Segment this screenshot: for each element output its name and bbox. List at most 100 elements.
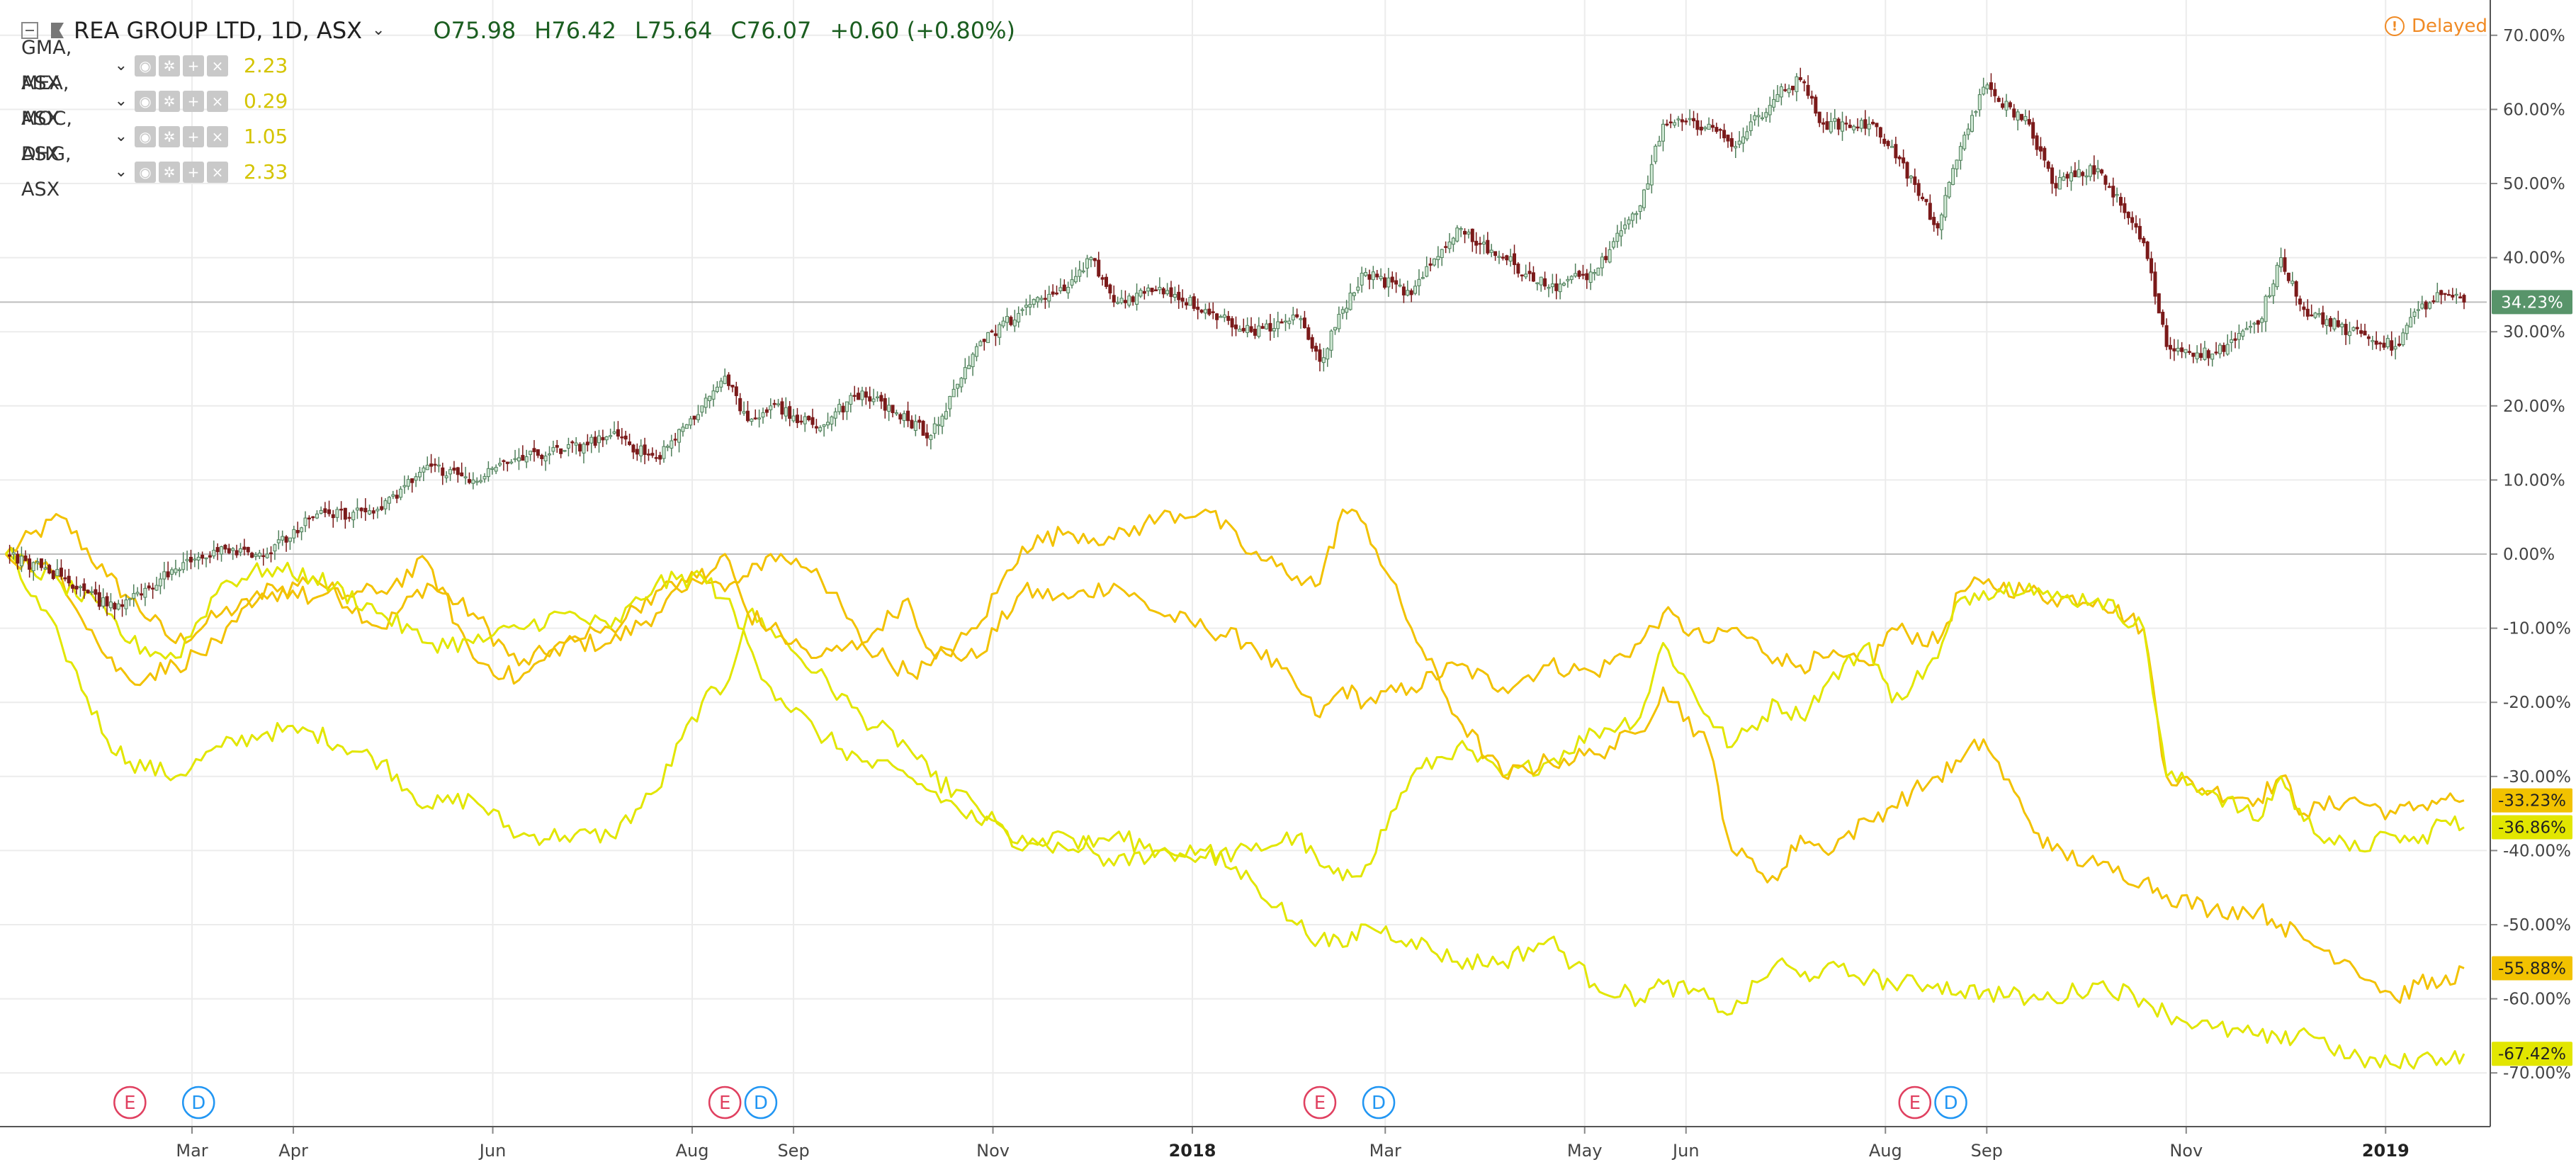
compare-symbol[interactable]: MEA, ASX ⌄ (21, 66, 128, 137)
y-tick-label: 60.00% (2503, 101, 2565, 119)
dividend-marker[interactable]: D (181, 1086, 215, 1120)
plus-icon[interactable]: + (183, 55, 204, 77)
candle (2115, 187, 2119, 203)
candle (1287, 317, 1292, 329)
chevron-down-icon[interactable]: ⌄ (372, 21, 385, 39)
candle (375, 506, 380, 519)
eye-icon[interactable]: ◉ (135, 126, 156, 147)
candle (719, 378, 723, 393)
badge-dhg: -67.42% (2492, 1042, 2572, 1066)
candle (422, 465, 426, 482)
compare-symbol-label[interactable]: MEA, ASX (21, 72, 69, 130)
candle (2382, 335, 2386, 350)
plus-icon[interactable]: + (183, 162, 204, 183)
candle (1073, 267, 1078, 284)
candle (1527, 261, 1532, 281)
candle (887, 397, 891, 422)
candle (265, 547, 269, 559)
candle (74, 576, 79, 594)
compare-legend-row[interactable]: MEA, ASX ⌄ ◉ ✲ + × 0.29 (21, 72, 1015, 130)
flag-icon[interactable] (51, 23, 64, 38)
y-tick-label: -70.00% (2503, 1064, 2571, 1083)
candle (643, 437, 647, 465)
gear-icon[interactable]: ✲ (159, 91, 180, 112)
candle (101, 588, 106, 609)
compare-legend-row[interactable]: DHG, ASX ⌄ ◉ ✲ + × 2.33 (21, 143, 1015, 201)
candle (2150, 252, 2154, 281)
series-line-moc[interactable] (4, 508, 2465, 1004)
candle (339, 501, 344, 520)
series-line-gma[interactable] (4, 513, 2465, 821)
candle (898, 412, 903, 424)
candle (879, 392, 883, 410)
candle (300, 526, 304, 541)
compare-symbol[interactable]: MOC, ASX ⌄ (21, 101, 128, 172)
gear-icon[interactable]: ✲ (159, 55, 180, 77)
compare-symbol-label[interactable]: MOC, ASX (21, 108, 72, 165)
close-icon[interactable]: × (207, 91, 228, 112)
candle (1001, 317, 1005, 329)
main-symbol-legend[interactable]: REA GROUP LTD, 1D, ASX ⌄ O75.98 H76.42 L… (21, 13, 1015, 48)
delayed-indicator[interactable]: ! Delayed (2385, 16, 2487, 37)
gear-icon[interactable]: ✲ (159, 162, 180, 183)
compare-symbol[interactable]: GMA, ASX ⌄ (21, 30, 128, 101)
compare-legend-row[interactable]: GMA, ASX ⌄ ◉ ✲ + × 2.23 (21, 37, 1015, 94)
candle (1829, 112, 1833, 135)
candle (1318, 343, 1322, 372)
chevron-down-icon[interactable]: ⌄ (114, 128, 128, 145)
chevron-down-icon[interactable]: ⌄ (114, 57, 128, 74)
candle (1165, 283, 1170, 296)
compare-actions: ◉ ✲ + × (135, 126, 228, 147)
chevron-down-icon[interactable]: ⌄ (114, 163, 128, 181)
badge-label: -33.23% (2498, 792, 2566, 811)
eye-icon[interactable]: ◉ (135, 55, 156, 77)
candle (355, 498, 359, 519)
main-symbol-title[interactable]: REA GROUP LTD, 1D, ASX (74, 17, 363, 44)
series-line-dhg[interactable] (4, 547, 2465, 1070)
event-marker-label: E (1314, 1093, 1326, 1114)
candle (2310, 304, 2314, 317)
compare-symbol[interactable]: DHG, ASX ⌄ (21, 137, 128, 208)
candle (1886, 140, 1890, 150)
dividend-marker[interactable]: D (1934, 1086, 1967, 1120)
candle (932, 417, 937, 439)
compare-legend-row[interactable]: MOC, ASX ⌄ ◉ ✲ + × 1.05 (21, 108, 1015, 165)
eye-icon[interactable]: ◉ (135, 162, 156, 183)
compare-actions: ◉ ✲ + × (135, 162, 228, 183)
candle (574, 436, 578, 455)
eye-icon[interactable]: ◉ (135, 91, 156, 112)
earnings-marker[interactable]: E (1898, 1086, 1932, 1120)
plus-icon[interactable]: + (183, 126, 204, 147)
candle (635, 443, 639, 461)
earnings-marker[interactable]: E (113, 1086, 147, 1120)
compare-symbol-label[interactable]: DHG, ASX (21, 143, 72, 201)
candle (204, 557, 208, 568)
candle (2275, 262, 2279, 291)
plus-icon[interactable]: + (183, 91, 204, 112)
candle (708, 395, 712, 409)
compare-symbol-label[interactable]: GMA, ASX (21, 37, 72, 94)
series-line-mea[interactable] (5, 553, 2465, 881)
candle (2344, 319, 2348, 345)
collapse-icon[interactable] (21, 22, 38, 39)
close-icon[interactable]: × (207, 162, 228, 183)
close-icon[interactable]: × (207, 126, 228, 147)
gear-icon[interactable]: ✲ (159, 126, 180, 147)
candle (1203, 303, 1207, 320)
candle (1932, 212, 1936, 232)
candle (433, 458, 437, 473)
earnings-marker[interactable]: E (1303, 1086, 1337, 1120)
candle (1543, 271, 1547, 291)
candle (1939, 213, 1943, 239)
chevron-down-icon[interactable]: ⌄ (114, 92, 128, 110)
main-candles (8, 67, 2466, 620)
close-icon[interactable]: × (207, 55, 228, 77)
candle (347, 512, 351, 522)
earnings-marker[interactable]: E (708, 1086, 742, 1120)
dividend-marker[interactable]: D (744, 1086, 778, 1120)
candle (604, 436, 609, 445)
candle (1951, 164, 1955, 186)
dividend-marker[interactable]: D (1362, 1086, 1396, 1120)
